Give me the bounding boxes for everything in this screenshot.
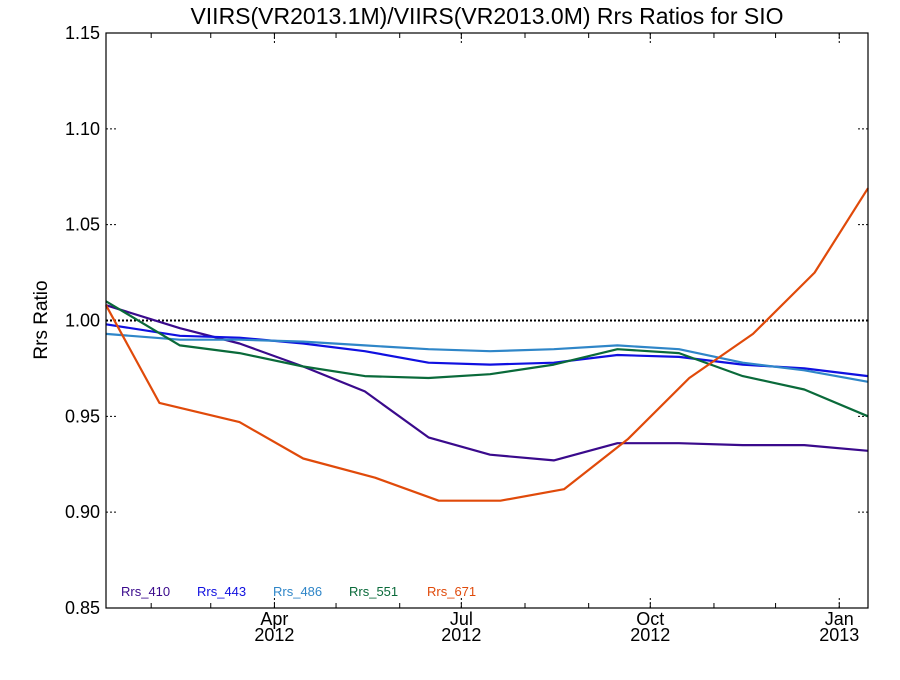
y-tick-label: 1.00 (65, 311, 100, 331)
chart-title: VIIRS(VR2013.1M)/VIIRS(VR2013.0M) Rrs Ra… (190, 3, 783, 29)
plot-frame (105, 32, 869, 609)
y-tick-label: 0.90 (65, 502, 100, 522)
legend: Rrs_410 Rrs_443 Rrs_486 Rrs_551 Rrs_671 (121, 584, 476, 599)
legend-item-rrs-486: Rrs_486 (273, 584, 322, 599)
legend-item-rrs-410: Rrs_410 (121, 584, 170, 599)
x-tick-label-year: 2012 (254, 625, 294, 645)
x-tick-label-year: 2013 (819, 625, 859, 645)
series-line-rrs-551 (105, 300, 869, 418)
y-tick-label: 0.85 (65, 598, 100, 618)
legend-item-rrs-551: Rrs_551 (349, 584, 398, 599)
ticks-layer: 0.850.900.951.001.051.101.15Apr2012Jul20… (65, 23, 868, 645)
y-tick-label: 0.95 (65, 406, 100, 426)
y-axis-label: Rrs Ratio (31, 280, 52, 359)
x-tick-label-month: Jul (450, 609, 473, 629)
legend-item-rrs-443: Rrs_443 (197, 584, 246, 599)
series-line-rrs-486 (105, 332, 869, 383)
x-tick-label-month: Apr (260, 609, 288, 629)
legend-item-rrs-671: Rrs_671 (427, 584, 476, 599)
series-line-rrs-671 (105, 187, 869, 502)
series-line-rrs-410 (105, 304, 869, 462)
y-tick-label: 1.05 (65, 215, 100, 235)
series-layer (105, 187, 869, 502)
y-tick-label: 1.15 (65, 23, 100, 43)
series-line-rrs-443 (105, 323, 869, 378)
y-tick-label: 1.10 (65, 119, 100, 139)
x-tick-label-month: Jan (825, 609, 854, 629)
x-tick-label-month: Oct (636, 609, 664, 629)
x-tick-label-year: 2012 (441, 625, 481, 645)
x-tick-label-year: 2012 (630, 625, 670, 645)
